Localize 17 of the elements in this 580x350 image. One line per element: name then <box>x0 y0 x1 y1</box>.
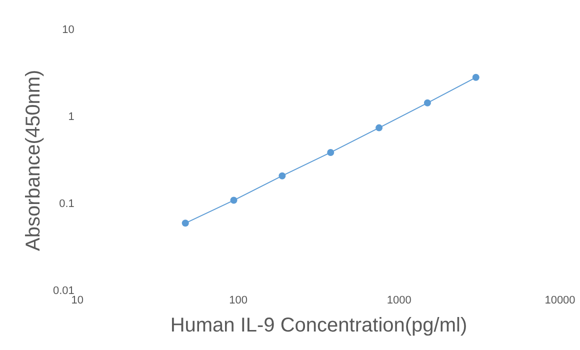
x-tick-label: 10000 <box>544 294 576 306</box>
x-tick-label: 10 <box>71 294 84 306</box>
y-tick-label: 10 <box>62 24 74 36</box>
y-tick-label: 0.1 <box>59 198 74 210</box>
y-tick-label: 1 <box>68 110 74 123</box>
point <box>424 99 431 106</box>
point <box>327 148 334 156</box>
point <box>376 124 383 132</box>
point <box>230 196 238 204</box>
y-axis-title: Absorbance(450nm) <box>22 70 45 252</box>
point <box>472 74 480 81</box>
y-tick-label: 0.01 <box>52 284 74 297</box>
x-tick-label: 1000 <box>386 294 412 306</box>
point <box>182 220 189 227</box>
x-axis-title: Human IL-9 Concentration(pg/ml) <box>170 314 468 337</box>
point <box>278 172 286 180</box>
x-tick-label: 100 <box>229 294 248 306</box>
